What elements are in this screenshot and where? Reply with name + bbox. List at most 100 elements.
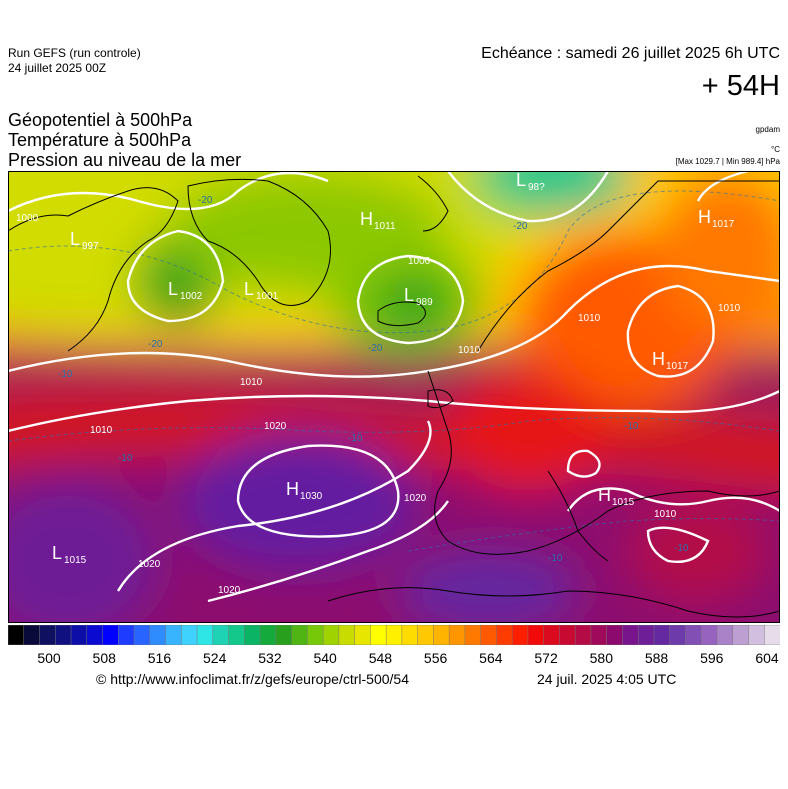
color-swatch — [606, 625, 624, 645]
color-scale-tick: 516 — [147, 650, 172, 666]
pressure-range: [Max 1029.7 | Min 989.4] hPa — [675, 157, 780, 166]
isotherm-label: -20 — [198, 195, 213, 206]
lead-time: + 54H — [701, 70, 780, 102]
color-swatch — [196, 625, 214, 645]
pressure-center-type: L — [244, 279, 254, 299]
isotherm-label: -20 — [368, 343, 383, 354]
pressure-center-value: 1015 — [612, 497, 635, 508]
color-swatch — [748, 625, 765, 645]
isobar-label: 1010 — [578, 313, 601, 324]
color-swatch — [401, 625, 419, 645]
pressure-center-value: 1030 — [300, 491, 323, 502]
pressure-centers: L 997 L 1002 L 1001 H 1011 L 989 L 98? H… — [52, 171, 735, 566]
color-swatch — [165, 625, 183, 645]
color-swatch — [559, 625, 576, 645]
isobar-label: 1010 — [240, 377, 263, 388]
pressure-center-value: 1017 — [712, 219, 735, 230]
color-swatch — [496, 625, 513, 645]
isotherm-label: -10 — [624, 421, 639, 432]
pressure-center-value: 997 — [82, 241, 99, 252]
color-swatch — [637, 625, 655, 645]
color-swatch — [39, 625, 57, 645]
color-swatch — [118, 625, 135, 645]
color-swatch — [527, 625, 545, 645]
color-scale-tick: 572 — [534, 650, 558, 666]
color-swatch — [70, 625, 88, 645]
color-swatch — [55, 625, 72, 645]
pressure-center-type: L — [404, 285, 414, 305]
color-scale-tick: 580 — [589, 650, 613, 666]
color-swatch — [385, 625, 403, 645]
color-swatch — [543, 625, 561, 645]
color-swatch — [275, 625, 293, 645]
color-swatch — [716, 625, 734, 645]
geopotential-field — [8, 171, 780, 623]
color-swatch — [685, 625, 702, 645]
color-scale-tick: 556 — [423, 650, 448, 666]
color-swatch — [322, 625, 340, 645]
color-swatch — [228, 625, 246, 645]
isotherm-label: -10 — [674, 543, 689, 554]
color-swatch — [291, 625, 309, 645]
color-swatch — [370, 625, 387, 645]
isobar-label: 1000 — [408, 256, 431, 267]
color-swatch — [149, 625, 167, 645]
isotherm-label: -20 — [513, 221, 528, 232]
color-scale-tick: 588 — [644, 650, 669, 666]
isobar-label: 1010 — [90, 425, 113, 436]
color-swatch — [417, 625, 435, 645]
isobar-label: 1010 — [654, 509, 677, 520]
color-scale-tick: 548 — [368, 650, 393, 666]
pressure-center-type: H — [698, 207, 711, 227]
color-swatch — [574, 625, 592, 645]
unit-celsius: °C — [771, 145, 780, 154]
color-swatch — [102, 625, 120, 645]
isobar-label: 1010 — [458, 345, 481, 356]
run-date: 24 juillet 2025 00Z — [8, 61, 107, 75]
isobar-label: 1010 — [718, 303, 741, 314]
color-swatch — [464, 625, 482, 645]
unit-gpdam: gpdam — [755, 125, 780, 134]
isobar-lines — [8, 171, 780, 603]
color-scale-tick: 500 — [37, 650, 61, 666]
color-swatch — [244, 625, 261, 645]
color-swatch — [700, 625, 718, 645]
pressure-center-type: H — [360, 209, 373, 229]
pressure-center-type: L — [52, 543, 62, 563]
color-swatch — [259, 625, 277, 645]
param-temperature: Température à 500hPa — [8, 130, 192, 150]
color-scale-tick: 524 — [203, 650, 227, 666]
weather-map: L 997 L 1002 L 1001 H 1011 L 989 L 98? H… — [8, 171, 780, 623]
color-swatch — [307, 625, 324, 645]
pressure-center-value: 1002 — [180, 291, 203, 302]
color-scale-tick: 532 — [258, 650, 282, 666]
source-credit: © http://www.infoclimat.fr/z/gefs/europe… — [96, 671, 410, 687]
color-swatch — [338, 625, 356, 645]
color-scale-tick: 596 — [700, 650, 724, 666]
color-scale-tick: 540 — [313, 650, 337, 666]
color-swatch — [8, 625, 25, 645]
isotherm-label: -10 — [58, 369, 73, 380]
pressure-center-type: L — [168, 279, 178, 299]
pressure-center-value: 1015 — [64, 555, 87, 566]
color-swatch — [653, 625, 671, 645]
pressure-center-type: H — [286, 479, 299, 499]
pressure-center-type: H — [598, 485, 611, 505]
color-swatch — [669, 625, 687, 645]
pressure-center-type: L — [70, 229, 80, 249]
isobar-label: 1020 — [138, 559, 161, 570]
pressure-center-value: 1017 — [666, 361, 689, 372]
color-swatch — [732, 625, 750, 645]
color-swatch — [622, 625, 639, 645]
color-scale-tick: 508 — [92, 650, 116, 666]
color-swatch — [181, 625, 198, 645]
isotherm-label: -10 — [118, 453, 133, 464]
generated-timestamp: 24 juil. 2025 4:05 UTC — [537, 671, 677, 687]
run-title: Run GEFS (run controle) — [8, 46, 141, 60]
color-scale-bar — [8, 625, 780, 645]
color-swatch — [448, 625, 466, 645]
color-swatch — [354, 625, 372, 645]
isotherm-label: -10 — [348, 433, 363, 444]
pressure-center-value: 98? — [528, 182, 545, 193]
pressure-center-type: H — [652, 349, 665, 369]
